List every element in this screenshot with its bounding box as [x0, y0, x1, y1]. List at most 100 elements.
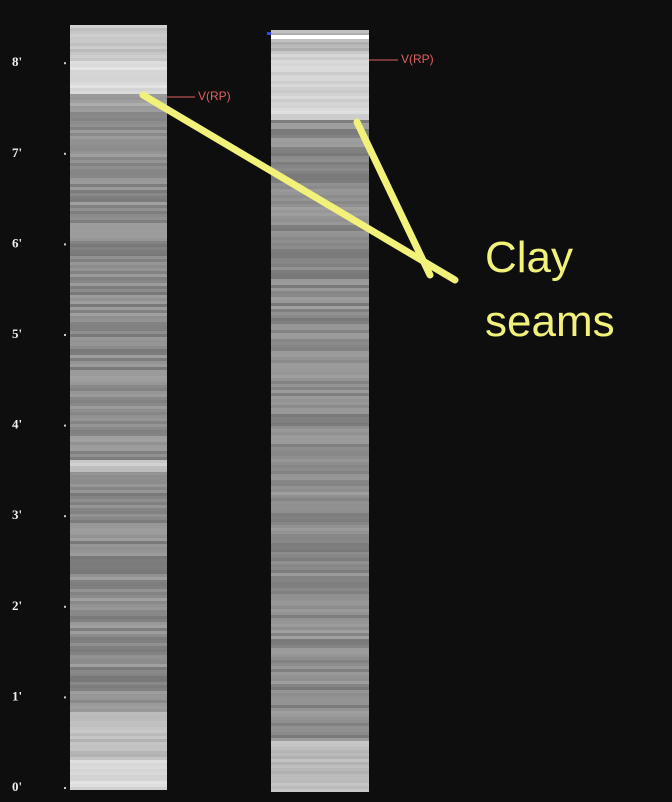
scan-stripe — [70, 472, 167, 475]
scan-stripe — [70, 778, 167, 781]
scan-stripe — [271, 699, 369, 702]
scan-stripe — [70, 547, 167, 550]
scan-stripe — [271, 642, 369, 645]
scan-stripe — [271, 459, 369, 462]
scan-stripe — [70, 142, 167, 145]
scan-stripe — [70, 520, 167, 523]
scan-stripe — [271, 510, 369, 513]
scan-stripe — [70, 736, 167, 739]
scan-stripe — [70, 157, 167, 160]
scan-stripe — [70, 508, 167, 511]
scan-stripe — [271, 339, 369, 342]
scan-stripe — [70, 433, 167, 436]
scan-stripe — [271, 753, 369, 756]
scan-stripe — [271, 384, 369, 387]
scan-stripe — [70, 787, 167, 790]
scan-stripe — [70, 340, 167, 343]
scan-stripe — [70, 763, 167, 766]
scan-stripe — [70, 241, 167, 244]
scan-stripe — [271, 687, 369, 690]
scan-stripe — [70, 91, 167, 94]
scan-stripe — [271, 555, 369, 558]
scan-stripe — [271, 126, 369, 129]
scan-stripe — [271, 495, 369, 498]
scan-stripe — [70, 64, 167, 67]
scan-stripe — [70, 298, 167, 301]
scan-stripe — [70, 415, 167, 418]
scan-stripe — [70, 766, 167, 769]
scan-stripe — [70, 481, 167, 484]
scan-stripe — [70, 211, 167, 214]
scan-stripe — [271, 531, 369, 534]
scan-stripe — [271, 39, 369, 42]
scan-stripe — [70, 769, 167, 772]
scan-stripe — [271, 705, 369, 708]
scan-stripe — [271, 54, 369, 57]
scan-stripe — [271, 717, 369, 720]
scan-stripe — [271, 405, 369, 408]
scan-stripe — [70, 562, 167, 565]
scan-stripe — [271, 288, 369, 291]
scan-stripe — [70, 244, 167, 247]
scan-stripe — [70, 202, 167, 205]
scan-stripe — [271, 474, 369, 477]
scan-stripe — [271, 549, 369, 552]
tick-dot — [64, 334, 66, 336]
scan-stripe — [271, 315, 369, 318]
scan-top-mark — [267, 32, 271, 35]
scan-stripe — [70, 148, 167, 151]
scan-stripe — [271, 507, 369, 510]
scan-stripe — [70, 754, 167, 757]
scan-stripe — [271, 411, 369, 414]
scan-stripe — [70, 640, 167, 643]
scan-stripe — [271, 543, 369, 546]
scan-stripe — [70, 691, 167, 694]
scan-stripe — [271, 651, 369, 654]
scan-stripe — [271, 423, 369, 426]
scan-stripe — [271, 144, 369, 147]
tick-dot — [64, 696, 66, 698]
scan-stripe — [70, 31, 167, 34]
scan-stripe — [70, 193, 167, 196]
scan-stripe — [271, 357, 369, 360]
scan-stripe — [271, 72, 369, 75]
scan-stripe — [271, 243, 369, 246]
scan-stripe — [271, 777, 369, 780]
scan-stripe — [271, 561, 369, 564]
tick-dot — [64, 62, 66, 64]
scan-stripe — [70, 514, 167, 517]
scan-stripe — [271, 582, 369, 585]
scan-stripe — [271, 141, 369, 144]
scan-stripe — [70, 421, 167, 424]
scan-stripe — [70, 187, 167, 190]
scan-stripe — [271, 522, 369, 525]
scan-stripe — [271, 591, 369, 594]
scan-stripe — [271, 96, 369, 99]
scan-stripe — [271, 366, 369, 369]
scan-stripe — [70, 151, 167, 154]
scan-stripe — [70, 223, 167, 226]
scan-stripe — [70, 643, 167, 646]
scan-stripe — [271, 516, 369, 519]
scan-stripe — [271, 558, 369, 561]
scan-stripe — [271, 186, 369, 189]
scan-stripe — [271, 156, 369, 159]
scan-stripe — [271, 438, 369, 441]
scan-stripe — [271, 639, 369, 642]
scan-stripe — [70, 388, 167, 391]
scan-stripe — [70, 403, 167, 406]
scan-stripe — [271, 309, 369, 312]
scan-stripe — [70, 685, 167, 688]
scan-stripe — [271, 78, 369, 81]
scan-stripe — [70, 37, 167, 40]
scan-stripe — [271, 162, 369, 165]
scan-stripe — [70, 391, 167, 394]
scan-stripe — [70, 379, 167, 382]
scan-stripe — [70, 733, 167, 736]
scan-stripe — [70, 364, 167, 367]
tick-label: 0' — [12, 779, 22, 794]
scan-stripe — [70, 739, 167, 742]
scan-stripe — [271, 456, 369, 459]
scan-stripe — [271, 615, 369, 618]
scan-stripe — [271, 744, 369, 747]
